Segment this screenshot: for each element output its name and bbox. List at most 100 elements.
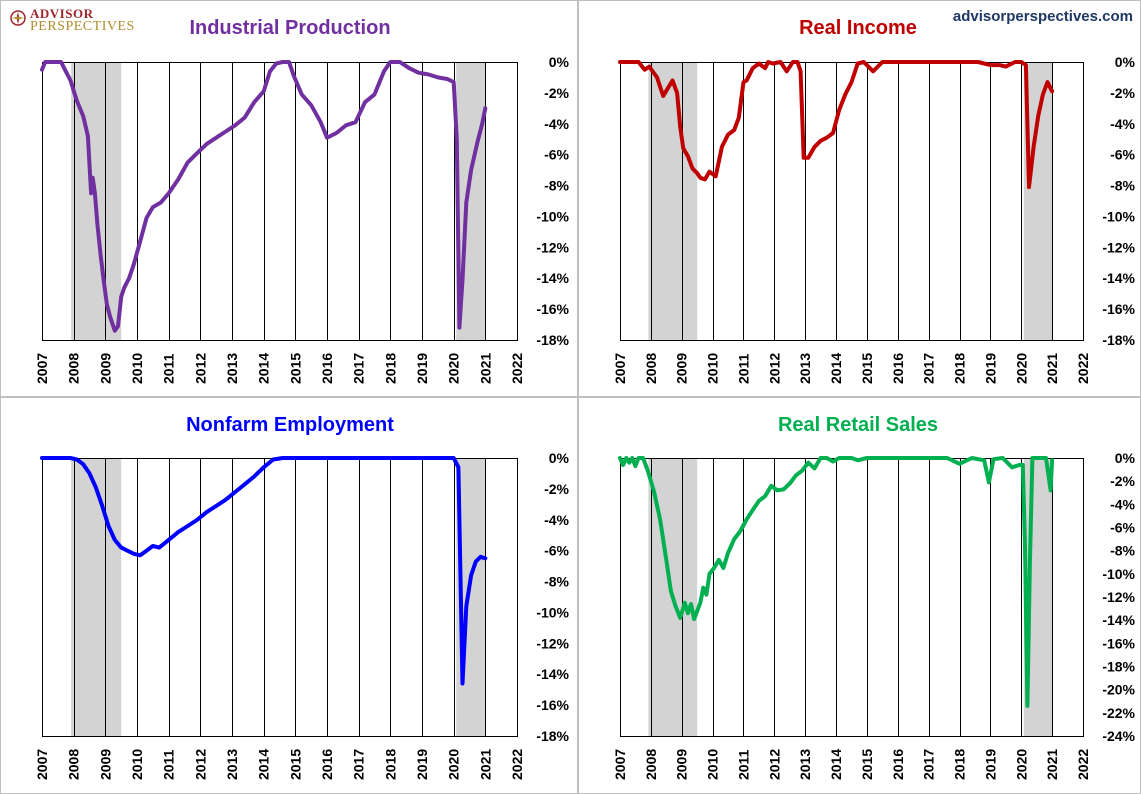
x-tick-label: 2014	[256, 353, 272, 384]
x-tick-label: 2009	[97, 353, 113, 384]
x-tick-label: 2016	[319, 749, 335, 780]
y-tick-label: -12%	[1102, 239, 1135, 255]
y-tick-label: -12%	[536, 239, 569, 255]
x-tick-label: 2011	[735, 749, 751, 780]
chart-title: Nonfarm Employment	[186, 414, 394, 436]
plot-area	[620, 62, 1084, 341]
chart-title: Industrial Production	[189, 17, 390, 39]
x-tick-label: 2012	[192, 353, 208, 384]
y-tick-label: 0%	[549, 54, 570, 70]
x-tick-label: 2021	[1044, 749, 1060, 780]
x-tick-label: 2018	[382, 749, 398, 780]
y-tick-label: -14%	[536, 270, 569, 286]
y-tick-label: -6%	[544, 543, 569, 559]
x-tick-label: 2014	[828, 353, 844, 384]
x-tick-label: 2018	[952, 749, 968, 780]
x-tick-label: 2022	[509, 353, 525, 384]
x-tick-label: 2018	[382, 353, 398, 384]
series-line-nonfarm-employment	[40, 456, 488, 686]
x-tick-label: 2017	[921, 353, 937, 384]
y-tick-label: -6%	[544, 147, 569, 163]
x-tick-label: 2016	[319, 353, 335, 384]
chart-real-income: 0% -2% -4% -6% -8% -10% -12% -14% -16% -18% 2007 20…	[578, 0, 1141, 397]
y-tick-label: -4%	[1110, 116, 1135, 132]
y-tick-label: 0%	[549, 450, 570, 466]
logo-line-2: PERSPECTIVES	[30, 19, 135, 34]
y-tick-label: -6%	[1110, 147, 1135, 163]
series-line-real-retail-sales	[618, 456, 1055, 708]
x-tick-label: 2008	[66, 353, 82, 384]
x-tick-label: 2015	[287, 353, 303, 384]
x-tick-label: 2022	[1075, 353, 1091, 384]
x-tick-label: 2022	[509, 749, 525, 780]
y-tick-label: -12%	[1102, 589, 1135, 605]
y-tick-label: -16%	[1102, 301, 1135, 317]
x-tick-label: 2014	[828, 749, 844, 780]
x-tick-label: 2021	[477, 353, 493, 384]
x-tick-label: 2010	[705, 353, 721, 384]
x-tick-label: 2012	[766, 353, 782, 384]
chart-industrial-production: 0% -2% -4% -6% -8% -10% -12% -14% -16% -18% 2007 20…	[0, 0, 578, 397]
x-tick-label: 2009	[674, 353, 690, 384]
x-tick-label: 2008	[643, 353, 659, 384]
y-tick-label: -2%	[544, 85, 569, 101]
x-tick-label: 2013	[224, 749, 240, 780]
y-tick-label: -4%	[544, 116, 569, 132]
x-tick-label: 2013	[797, 353, 813, 384]
y-tick-label: -18%	[1102, 332, 1135, 348]
x-tick-label: 2017	[351, 353, 367, 384]
x-tick-label: 2010	[129, 353, 145, 384]
chart-border	[0, 0, 578, 397]
y-tick-label: -10%	[1102, 566, 1135, 582]
y-tick-label: -16%	[536, 697, 569, 713]
y-tick-label: -8%	[1110, 543, 1135, 559]
y-tick-label: -4%	[544, 512, 569, 528]
y-tick-label: -14%	[1102, 612, 1135, 628]
y-tick-label: 0%	[1115, 54, 1136, 70]
chart-nonfarm-employment: 0% -2% -4% -6% -8% -10% -12% -14% -16% -18% 2007 20…	[0, 397, 578, 794]
x-tick-label: 2017	[351, 749, 367, 780]
y-tick-label: -24%	[1102, 728, 1135, 744]
y-tick-label: -18%	[536, 728, 569, 744]
y-tick-label: -16%	[536, 301, 569, 317]
x-tick-label: 2021	[1044, 353, 1060, 384]
x-tick-label: 2007	[34, 353, 50, 384]
y-tick-label: -4%	[1110, 496, 1135, 512]
y-tick-label: -12%	[536, 635, 569, 651]
x-tick-label: 2008	[643, 749, 659, 780]
x-tick-label: 2012	[766, 749, 782, 780]
chart-title: Real Retail Sales	[778, 414, 938, 436]
y-tick-label: -6%	[1110, 520, 1135, 536]
y-tick-label: -18%	[536, 332, 569, 348]
y-tick-label: -2%	[1110, 473, 1135, 489]
x-tick-label: 2007	[612, 353, 628, 384]
compass-icon	[10, 10, 26, 26]
x-tick-label: 2010	[129, 749, 145, 780]
x-tick-label: 2014	[256, 749, 272, 780]
x-tick-label: 2013	[224, 353, 240, 384]
y-tick-label: -20%	[1102, 682, 1135, 698]
y-tick-label: 0%	[1115, 450, 1136, 466]
x-tick-label: 2010	[705, 749, 721, 780]
x-tick-label: 2020	[1013, 749, 1029, 780]
x-tick-label: 2011	[161, 353, 177, 384]
y-tick-label: -18%	[1102, 659, 1135, 675]
x-tick-label: 2019	[982, 353, 998, 384]
y-tick-label: -14%	[1102, 270, 1135, 286]
y-tick-label: -8%	[544, 574, 569, 590]
x-tick-label: 2015	[859, 749, 875, 780]
x-tick-label: 2011	[735, 353, 751, 384]
x-tick-label: 2020	[446, 353, 462, 384]
x-tick-label: 2019	[982, 749, 998, 780]
x-tick-label: 2019	[414, 353, 430, 384]
x-tick-label: 2020	[1013, 353, 1029, 384]
x-tick-label: 2012	[192, 749, 208, 780]
x-tick-label: 2009	[674, 749, 690, 780]
x-tick-label: 2011	[161, 749, 177, 780]
y-tick-label: -10%	[536, 604, 569, 620]
recession-band	[648, 62, 698, 340]
chart-title: Real Income	[799, 17, 917, 39]
y-tick-label: -8%	[1110, 178, 1135, 194]
